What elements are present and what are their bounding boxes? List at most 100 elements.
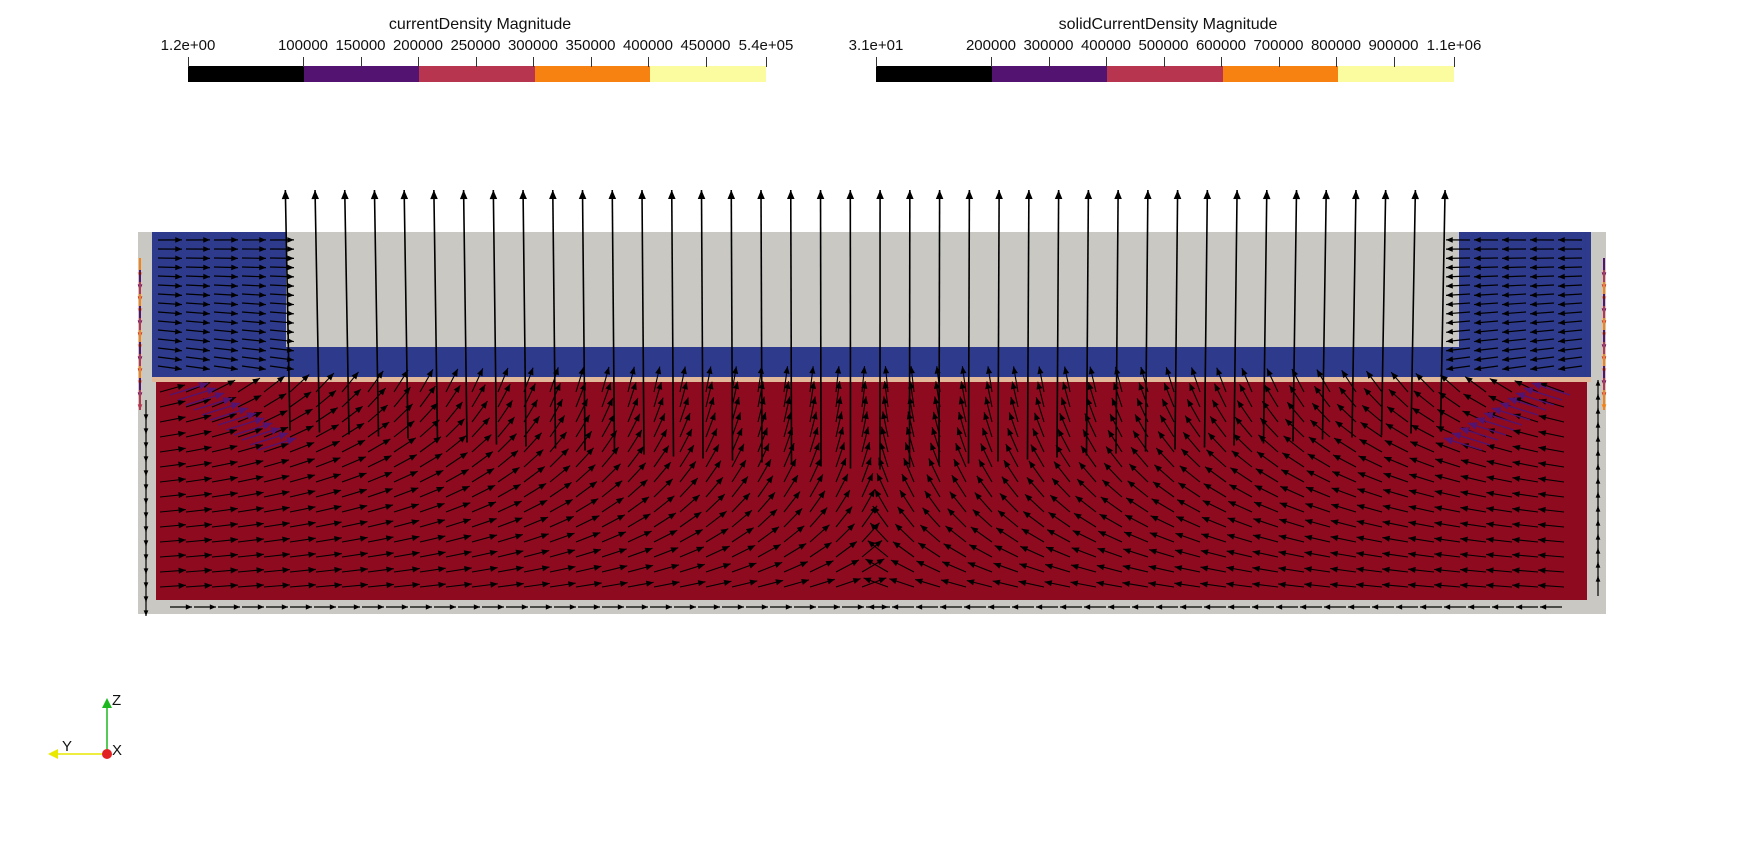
vector-glyph-head — [519, 190, 527, 200]
vector-glyph-head — [1036, 604, 1043, 610]
vector-glyph-head — [1514, 380, 1523, 387]
vector-glyph-head — [1459, 427, 1470, 435]
vector-glyph-head — [1253, 518, 1262, 524]
vector-glyph-head — [426, 369, 433, 378]
vector-glyph-head — [278, 432, 289, 440]
vector-glyph-head — [951, 475, 959, 483]
vector-glyph-head — [787, 427, 794, 436]
vector-glyph-head — [279, 410, 288, 417]
vector-glyph-head — [796, 525, 805, 533]
vector-glyph-head — [185, 604, 192, 610]
vector-glyph-head — [709, 412, 716, 421]
colorbar-tick-label: 200000 — [392, 37, 444, 54]
vector-glyph-head — [956, 427, 963, 436]
vector-glyph-head — [1075, 496, 1084, 503]
vector-glyph-head — [1465, 376, 1473, 384]
vector-glyph-head — [864, 442, 871, 450]
vector-glyph-head — [1124, 514, 1133, 522]
vector-glyph-head — [1512, 537, 1520, 544]
vector-glyph-head — [892, 541, 901, 549]
vector-glyph-head — [1474, 301, 1481, 307]
vector-glyph-head — [1045, 563, 1053, 570]
vector-glyph-head — [229, 475, 238, 482]
vector-glyph-head — [1304, 534, 1313, 541]
vector-glyph-shaft — [1056, 190, 1060, 458]
vector-glyph-head — [1356, 551, 1364, 558]
vector-glyph-head — [1055, 445, 1063, 453]
colorbar-tick-label: 250000 — [450, 37, 501, 54]
vector-glyph-head — [381, 422, 390, 429]
vector-glyph-head — [231, 292, 238, 298]
vector-glyph-head — [178, 537, 186, 544]
vector-glyph-head — [1253, 502, 1262, 508]
vector-glyph-shaft — [1380, 190, 1387, 436]
vector-glyph-head — [1595, 534, 1601, 540]
vector-glyph-head — [935, 190, 944, 200]
vector-glyph-head — [880, 426, 887, 435]
vector-glyph-head — [303, 391, 312, 399]
vector-glyph-head — [707, 381, 714, 390]
vector-glyph-head — [1237, 400, 1244, 409]
vector-glyph-head — [412, 566, 420, 573]
vector-glyph-head — [567, 565, 576, 572]
vector-glyph-head — [569, 604, 576, 610]
vector-glyph-head — [227, 380, 236, 387]
colorbar-tick — [705, 57, 707, 67]
vector-glyph-head — [1474, 319, 1482, 326]
vector-glyph-shaft — [314, 190, 321, 433]
vector-glyph-head — [204, 567, 212, 574]
vector-glyph-head — [1420, 604, 1427, 610]
vector-glyph-head — [376, 370, 384, 379]
colorbar-tick — [475, 57, 477, 67]
vector-glyph-head — [1012, 604, 1019, 610]
vector-glyph-head — [632, 397, 638, 406]
vector-glyph-head — [892, 604, 899, 610]
vector-glyph-head — [433, 436, 442, 444]
vector-glyph-head — [255, 459, 264, 466]
vector-glyph-head — [1334, 438, 1342, 445]
vector-glyph-head — [1434, 582, 1442, 589]
vector-glyph-head — [177, 399, 186, 406]
vector-glyph-head — [1160, 414, 1167, 423]
vector-glyph-head — [901, 473, 909, 482]
vector-glyph-head — [1383, 488, 1391, 495]
vector-glyph-head — [618, 531, 626, 538]
vector-glyph-head — [1352, 190, 1360, 200]
vector-glyph-head — [1254, 485, 1263, 492]
vector-glyph-head — [1139, 366, 1146, 375]
colorbar-segment — [188, 66, 305, 82]
vector-glyph-shaft — [403, 190, 409, 439]
vector-glyph-head — [1408, 520, 1417, 527]
vector-glyph-head — [708, 397, 715, 405]
vector-glyph-head — [1512, 582, 1520, 589]
vector-glyph-head — [668, 513, 676, 520]
vector-glyph-head — [1502, 365, 1510, 372]
vector-glyph-head — [330, 424, 339, 431]
vector-glyph-head — [326, 373, 334, 381]
vector-glyph-head — [401, 604, 408, 610]
vector-glyph-head — [940, 579, 949, 585]
vector-glyph-head — [784, 381, 791, 390]
vector-glyph-head — [409, 454, 417, 461]
vector-glyph-head — [1204, 604, 1211, 610]
colorbar-tick-label: 100000 — [277, 37, 329, 54]
vector-glyph-head — [1059, 413, 1066, 422]
vector-glyph-head — [537, 466, 545, 474]
vector-glyph-head — [791, 475, 798, 483]
vector-glyph-head — [229, 444, 238, 451]
vector-glyph-head — [666, 495, 675, 503]
vector-glyph-head — [1538, 461, 1546, 468]
vector-glyph-head — [696, 546, 704, 553]
vector-glyph-head — [642, 513, 651, 521]
vector-glyph-head — [1446, 356, 1454, 362]
vector-glyph-head — [1502, 292, 1509, 298]
vector-glyph-head — [1357, 472, 1366, 478]
vector-glyph-head — [1324, 604, 1331, 610]
vector-glyph-head — [1256, 451, 1265, 459]
vector-glyph-head — [532, 416, 540, 424]
vector-glyph-head — [305, 604, 312, 610]
vector-glyph-head — [868, 604, 875, 610]
vector-glyph-head — [178, 461, 186, 468]
vector-glyph-head — [459, 452, 468, 460]
